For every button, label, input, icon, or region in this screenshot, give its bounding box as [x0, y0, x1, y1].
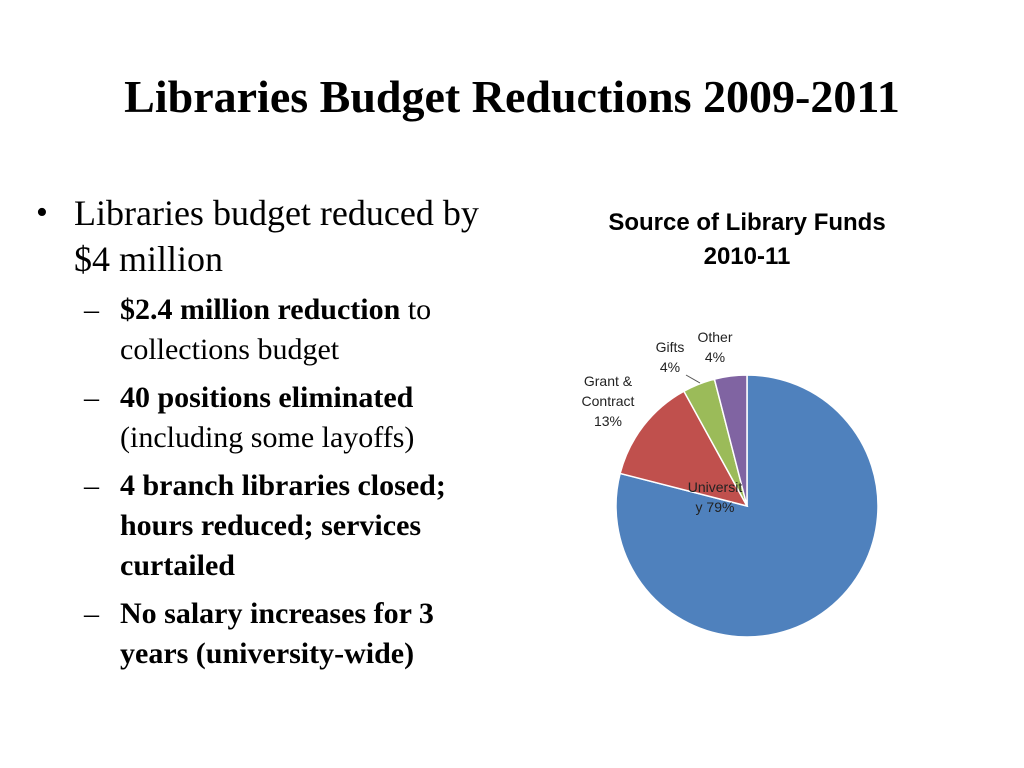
sub-bullet-bold: No salary increases for 3 years (univers… [120, 597, 434, 670]
pie-slice-other [713, 374, 748, 507]
chart-title: Source of Library Funds 2010-11 [540, 206, 954, 274]
sub-bullet-text: (including some layoffs) [120, 421, 415, 454]
sub-bullet-item: – 4 branch libraries closed; hours reduc… [84, 466, 504, 586]
pie-label-other: Other 4% [697, 329, 732, 365]
sub-bullet-item: – No salary increases for 3 years (unive… [84, 594, 504, 674]
pie-label-grant-contract: Grant & Contract 13% [582, 373, 635, 429]
chart-title-line1: Source of Library Funds [608, 209, 886, 236]
pie-label-university: Universit y 79% [688, 479, 743, 515]
bullet-dash: – [84, 293, 99, 326]
sub-bullet-item: – 40 positions eliminated (including som… [84, 378, 504, 458]
main-bullet: • Libraries budget reduced by $4 million [36, 190, 506, 282]
sub-bullet-bold: $2.4 million reduction [120, 293, 401, 326]
slide-title: Libraries Budget Reductions 2009-2011 [124, 71, 900, 122]
bullet-dash: – [84, 381, 99, 414]
sub-bullet-bold: 40 positions eliminated [120, 381, 414, 414]
sub-bullet-bold: 4 branch libraries closed; hours reduced… [120, 469, 446, 582]
sub-bullet-list: – $2.4 million reduction to collections … [84, 290, 504, 682]
pie-slice-grant-contract [619, 390, 749, 508]
pie-label-gifts: Gifts 4% [656, 339, 685, 375]
bullet-dash: – [84, 597, 99, 630]
main-bullet-text: Libraries budget reduced by $4 million [74, 193, 479, 279]
bullet-dot: • [36, 194, 48, 231]
sub-bullet-text: to collections budget [120, 293, 432, 366]
sub-bullet-item: – $2.4 million reduction to collections … [84, 290, 504, 370]
chart-title-line2: 2010-11 [703, 243, 791, 270]
gifts-leader-line [685, 374, 701, 384]
bullet-dash: – [84, 469, 99, 502]
pie-chart: Universit y 79% Grant & Contract 13% Gifts 4% O… [582, 329, 879, 638]
